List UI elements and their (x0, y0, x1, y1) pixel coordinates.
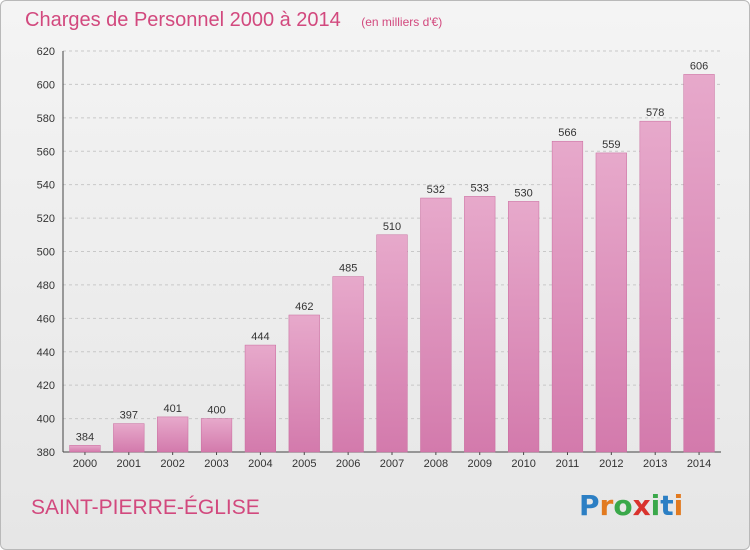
bar (464, 196, 496, 453)
logo-letter: o (613, 489, 633, 522)
bar (683, 74, 715, 453)
y-tick-label: 620 (37, 46, 55, 58)
y-tick-label: 460 (37, 313, 55, 325)
data-label: 444 (251, 331, 269, 343)
x-tick-label: 2012 (599, 458, 623, 470)
bar (595, 152, 627, 453)
data-label: 510 (383, 221, 401, 233)
y-tick-label: 480 (37, 280, 55, 292)
logo-letter: P (579, 489, 600, 522)
x-tick-label: 2007 (380, 458, 404, 470)
x-tick-label: 2009 (467, 458, 491, 470)
x-tick-label: 2013 (643, 458, 667, 470)
x-tick-label: 2014 (687, 458, 711, 470)
bar (507, 201, 540, 453)
data-label: 566 (558, 127, 576, 139)
y-tick-label: 520 (37, 213, 55, 225)
data-label: 400 (207, 405, 225, 417)
x-tick-label: 2011 (556, 458, 580, 470)
x-tick-label: 2006 (336, 458, 360, 470)
y-tick-label: 540 (37, 180, 55, 192)
title-block: Charges de Personnel 2000 à 2014 (en mil… (25, 9, 442, 32)
bars (69, 74, 715, 453)
data-label: 397 (120, 410, 138, 422)
chart-title: Charges de Personnel 2000 à 2014 (25, 9, 341, 31)
bar (244, 344, 277, 453)
y-tick-label: 600 (37, 79, 55, 91)
y-tick-label: 440 (37, 347, 55, 359)
bar (200, 418, 233, 453)
proxiti-logo: Proxiti (579, 489, 683, 522)
bar (157, 416, 189, 453)
logo-letter: r (599, 489, 614, 522)
y-tick-label: 580 (37, 113, 55, 125)
place-name: SAINT-PIERRE-ÉGLISE (31, 496, 260, 519)
axes: 380 400 420 440 460 480 500 520 540 560 580 600 620 2… (37, 46, 721, 470)
data-label: 485 (339, 263, 357, 275)
bar (376, 234, 408, 453)
bar (113, 423, 145, 453)
y-tick-label: 380 (37, 447, 55, 459)
data-label: 401 (163, 403, 181, 415)
data-label: 530 (514, 187, 532, 199)
logo-letter: i (650, 489, 661, 522)
x-tick-label: 2002 (160, 458, 184, 470)
x-tick-label: 2005 (292, 458, 316, 470)
data-label: 559 (602, 139, 620, 151)
bar (332, 276, 364, 453)
data-label: 578 (646, 107, 664, 119)
y-tick-label: 560 (37, 146, 55, 158)
bar (551, 140, 584, 453)
data-label: 606 (690, 60, 708, 72)
data-labels: 384 397 401 400 444 462 485 510 532 533 530 566 559 5… (76, 60, 708, 443)
x-tick-label: 2000 (73, 458, 97, 470)
bar (69, 445, 101, 453)
y-tick-label: 500 (37, 247, 55, 259)
bar (420, 197, 452, 453)
x-tick-label: 2003 (204, 458, 228, 470)
data-label: 532 (427, 184, 445, 196)
data-label: 384 (76, 431, 94, 443)
x-tick-label: 2008 (424, 458, 448, 470)
x-tick-label: 2001 (117, 458, 141, 470)
x-tick-label: 2010 (511, 458, 535, 470)
chart-unit: (en milliers d'€) (361, 15, 443, 29)
logo-letter: i (673, 489, 684, 522)
bar (288, 314, 320, 453)
logo-letter: t (660, 489, 674, 522)
data-label: 462 (295, 301, 313, 313)
y-tick-label: 400 (37, 414, 55, 426)
bar (639, 120, 671, 453)
data-label: 533 (471, 182, 489, 194)
x-tick-label: 2004 (248, 458, 272, 470)
logo-letter: x (632, 489, 651, 522)
y-tick-label: 420 (37, 380, 55, 392)
